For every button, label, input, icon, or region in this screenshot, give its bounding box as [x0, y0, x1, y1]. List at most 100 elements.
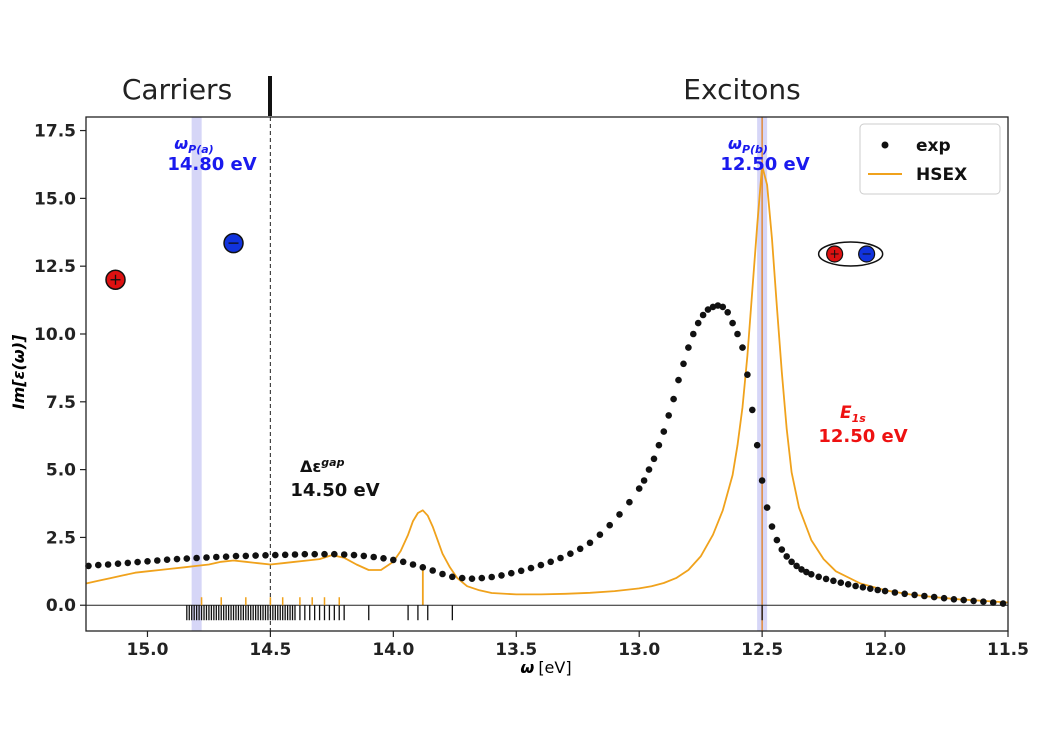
exp-point-19: [272, 551, 279, 559]
exp-point-54: [616, 511, 623, 518]
exp-point-35: [429, 567, 437, 574]
exp-point-25: [331, 550, 338, 558]
exp-point-51: [586, 539, 594, 547]
exp-point-36: [439, 570, 446, 578]
exp-point-105: [921, 592, 928, 600]
exp-point-16: [242, 552, 250, 560]
x-tick-label-7: 11.5: [987, 640, 1029, 660]
y-tick-label-2: 5.0: [46, 461, 76, 481]
region-label-carriers: Carriers: [122, 73, 232, 106]
exp-point-104: [911, 591, 918, 599]
x-tick-label-5: 12.5: [741, 640, 783, 660]
exp-point-63: [670, 395, 677, 403]
series-exp: [85, 302, 1007, 607]
exp-point-31: [390, 556, 397, 564]
exp-point-85: [778, 546, 786, 553]
exp-point-98: [859, 584, 867, 591]
exp-point-84: [773, 536, 781, 544]
exp-point-50: [576, 545, 584, 553]
exp-point-10: [183, 555, 191, 562]
exp-point-82: [763, 504, 771, 511]
exp-point-5: [134, 558, 141, 566]
exp-point-39: [468, 575, 476, 582]
annotation-e1s-value: 12.50 eV: [818, 426, 907, 447]
exp-point-15: [232, 552, 240, 560]
exp-point-32: [399, 558, 407, 566]
y-tick-label-5: 12.5: [34, 257, 76, 277]
exp-point-73: [719, 303, 727, 311]
exp-point-45: [527, 564, 535, 572]
exp-point-110: [970, 597, 977, 605]
exp-point-44: [517, 567, 525, 575]
exp-point-29: [370, 553, 378, 561]
exp-point-7: [154, 557, 161, 564]
exp-point-59: [650, 455, 658, 463]
exp-point-49: [567, 550, 574, 557]
x-tick-label-0: 15.0: [126, 640, 168, 660]
exp-point-67: [690, 330, 697, 338]
legend: exp HSEX: [859, 123, 1001, 195]
exp-point-87: [788, 558, 795, 566]
exp-point-106: [930, 593, 938, 601]
exp-point-12: [203, 554, 210, 561]
exp-point-4: [124, 559, 132, 567]
annotation-wp-a-value: 14.80 eV: [167, 154, 256, 175]
exp-point-94: [830, 577, 837, 585]
exp-point-113: [999, 600, 1007, 607]
exp-point-53: [606, 521, 613, 529]
exp-point-2: [104, 561, 112, 568]
exp-point-66: [685, 344, 692, 351]
exp-point-38: [458, 574, 466, 582]
exp-point-41: [488, 573, 496, 581]
exp-point-88: [793, 562, 800, 570]
exp-point-61: [660, 428, 668, 435]
exp-point-56: [635, 485, 643, 492]
exp-point-21: [291, 551, 299, 558]
exp-point-93: [822, 575, 830, 583]
legend-marker-exp: [881, 141, 889, 149]
x-tick-label-4: 13.0: [618, 640, 660, 660]
exp-point-37: [449, 573, 456, 581]
particle-icons: [105, 232, 884, 290]
exp-point-3: [114, 560, 122, 567]
x-tick-label-2: 14.0: [372, 640, 414, 660]
exp-point-75: [729, 319, 736, 327]
plot-frame: [85, 116, 1009, 632]
exp-point-99: [867, 585, 874, 592]
exp-point-74: [724, 309, 731, 316]
exp-point-57: [640, 477, 648, 484]
exp-point-68: [694, 319, 702, 327]
exp-point-9: [173, 555, 181, 563]
series-hsex: [85, 164, 1009, 604]
y-tick-label-7: 17.5: [34, 122, 76, 142]
exp-point-95: [837, 579, 845, 586]
exp-point-78: [744, 371, 751, 379]
y-tick-label-0: 0.0: [46, 596, 76, 616]
exp-point-8: [163, 556, 171, 563]
y-tick-label-1: 2.5: [46, 528, 76, 548]
annotation-gap-value: 14.50 eV: [290, 480, 379, 501]
y-axis-label: Im[ε(ω)]: [9, 334, 28, 409]
annotation-wp-b-value: 12.50 eV: [720, 154, 809, 175]
exp-point-42: [498, 572, 505, 579]
exp-point-70: [704, 306, 712, 313]
exp-point-6: [144, 558, 151, 565]
exp-point-92: [815, 573, 822, 581]
exp-point-27: [350, 551, 358, 559]
exp-point-48: [557, 554, 564, 562]
exp-point-24: [321, 550, 328, 558]
exp-point-80: [753, 441, 761, 449]
exp-point-65: [680, 360, 687, 368]
band-1: [191, 117, 202, 631]
exp-point-26: [340, 551, 348, 558]
legend-label-exp: exp: [916, 136, 951, 156]
exp-point-52: [596, 531, 604, 538]
exp-point-23: [311, 550, 319, 558]
axes: 15.0 14.5 14.0 13.5 13.0 12.5 12.0 11.5 0.0 2.5 5.…: [34, 122, 1029, 660]
exp-point-97: [852, 582, 859, 590]
exp-point-40: [478, 574, 486, 582]
exp-point-47: [547, 558, 554, 566]
exp-point-33: [409, 561, 417, 568]
x-tick-label-6: 12.0: [864, 640, 906, 660]
